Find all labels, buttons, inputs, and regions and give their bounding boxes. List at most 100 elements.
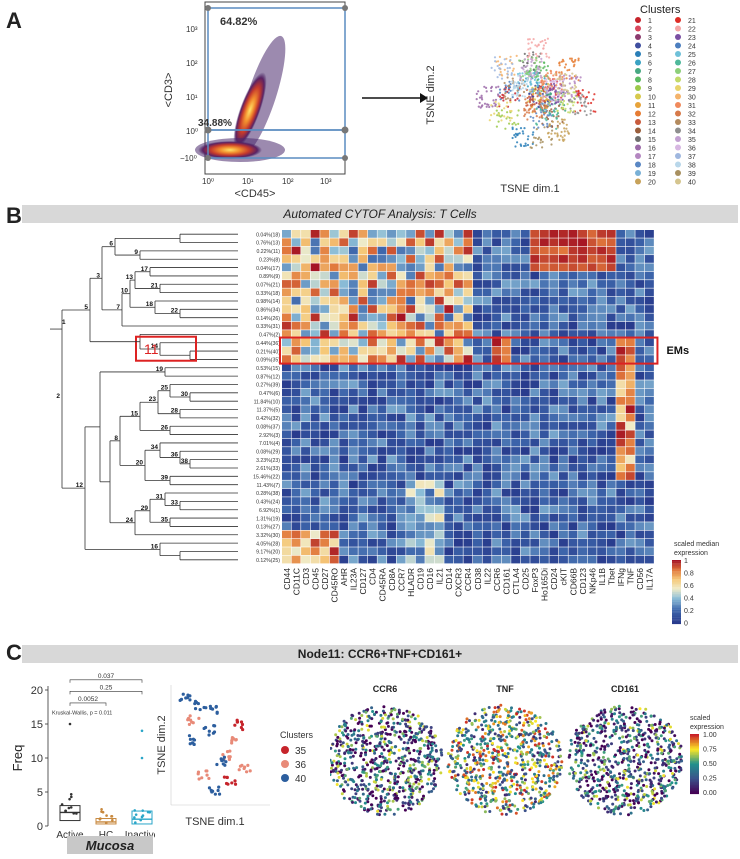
heatmap-cell [348,547,358,556]
heatmap-cell [635,255,645,263]
svg-text:15: 15 [648,137,656,144]
heatmap-cell [539,463,549,472]
heatmap-cell [644,388,654,397]
heatmap-cell [597,438,607,447]
heatmap-cell [520,296,530,305]
legend-swatch [675,102,681,108]
heatmap-cell [453,405,463,414]
heatmap-cell [434,513,444,522]
tree-node-label: 19 [156,366,164,373]
heatmap-cell [597,330,607,338]
heatmap-cell [587,405,597,414]
heatmap-cell [597,255,607,263]
svg-text:20: 20 [648,180,656,187]
heatmap-cell [320,346,330,355]
heatmap-cell [587,463,597,472]
heatmap-cell [492,480,502,489]
heatmap-cell [644,505,654,514]
heatmap-cell [377,488,387,497]
heatmap-cell [367,480,377,489]
heatmap-cell [320,438,330,447]
heatmap-cell [644,497,654,505]
heatmap-cell [558,397,568,405]
heatmap-cell [578,255,587,263]
heatmap-cell [482,313,492,322]
heatmap-cell [358,513,368,522]
heatmap-cell [587,296,597,305]
row-label: 0.43%(24) [256,500,280,506]
heatmap-cell [635,246,645,255]
heatmap-cell [549,538,559,547]
heatmap-cell [367,246,377,255]
svg-text:12: 12 [648,112,656,119]
heatmap-cell [377,388,387,397]
heatmap-cell [329,363,339,372]
heatmap-cell [625,438,635,447]
heatmap-cell [616,455,626,464]
heatmap-cell [339,363,349,372]
heatmap-cell [358,380,368,389]
heatmap-cell [492,371,502,380]
heatmap-cell [511,513,521,522]
heatmap-cell [367,380,377,389]
heatmap-cell [425,555,435,564]
heatmap-cell [434,371,444,380]
heatmap-cell [625,463,635,472]
heatmap-cell [387,447,396,455]
heatmap-cell [597,547,607,556]
heatmap-cell [348,355,358,363]
heatmap-cell [558,238,568,247]
heatmap-cell [453,530,463,539]
heatmap-cell [406,488,416,497]
heatmap-cell [329,238,339,247]
heatmap-cell [339,321,349,330]
heatmap-cell [310,246,320,255]
heatmap-cell [568,405,578,414]
heatmap-cell [415,447,425,455]
heatmap-cell [453,413,463,422]
heatmap-cell [520,371,530,380]
heatmap-cell [282,230,291,238]
heatmap-cell [492,463,502,472]
heatmap-cell [444,313,454,322]
panel-c-banner: Node11: CCR6+TNF+CD161+ [22,645,738,663]
marker-label: CD66B [568,568,578,596]
heatmap-cell [558,263,568,272]
heatmap-cell [473,488,482,497]
heatmap-cell [644,447,654,455]
heatmap-cell [635,530,645,539]
heatmap-cell [530,280,540,288]
marker-label: Tbet [606,567,616,585]
heatmap-cell [425,288,435,297]
heatmap-cell [367,305,377,313]
heatmap-cell [473,280,482,288]
heatmap-cell [310,413,320,422]
heatmap-cell [387,230,396,238]
heatmap-cell [434,363,444,372]
tree-node-label: 29 [141,505,149,512]
heatmap-cell [406,371,416,380]
heatmap-cell [339,388,349,397]
heatmap-cell [301,271,311,280]
tree-node-label: 18 [146,301,154,308]
heatmap-cell [444,430,454,439]
heatmap-cell [453,305,463,313]
svg-text:21: 21 [688,18,696,25]
heatmap-cell [463,455,473,464]
marker-label: CD4 [368,568,378,585]
heatmap-cell [482,530,492,539]
heatmap-cell [329,488,339,497]
heatmap-cell [463,305,473,313]
heatmap-cell [377,338,387,347]
heatmap-cell [463,280,473,288]
heatmap-cell [406,405,416,414]
svg-text:14: 14 [648,129,656,136]
heatmap-cell [644,230,654,238]
heatmap-cell [568,463,578,472]
svg-text:16: 16 [648,146,656,153]
heatmap-cell [358,463,368,472]
heatmap-cell [301,263,311,272]
tsne-cluster-26 [535,106,559,130]
heatmap-cell [644,296,654,305]
heatmap-cell [358,505,368,514]
